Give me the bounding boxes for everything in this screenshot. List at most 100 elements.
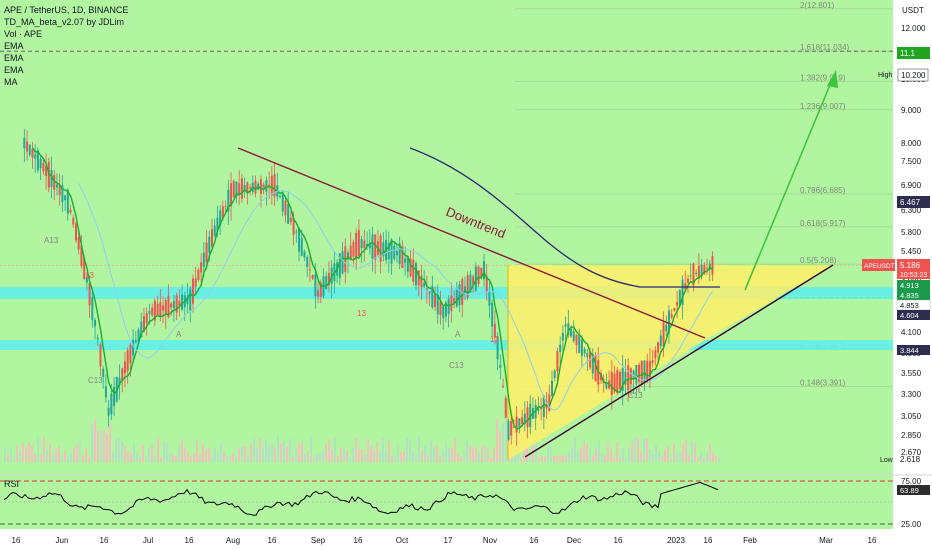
volume-bar [352, 447, 354, 462]
volume-bar [499, 431, 501, 462]
volume-bar [229, 456, 231, 462]
volume-bar [496, 419, 498, 462]
volume-bar [454, 438, 456, 462]
volume-bar [103, 430, 105, 462]
volume-bar [481, 445, 483, 462]
band-tag [897, 345, 930, 355]
ema-tag-1 [897, 280, 930, 290]
candle-body [640, 360, 643, 384]
legend-ema-3[interactable]: EMA [4, 65, 24, 75]
candle-body [243, 184, 246, 192]
rsi-value: 63.89 [900, 486, 919, 495]
candle-body [104, 386, 107, 398]
volume-bar [502, 423, 504, 462]
volume-bar [649, 449, 651, 462]
legend-title[interactable]: APE / TetherUS, 1D, BINANCE [4, 5, 129, 15]
volume-bar [715, 455, 717, 462]
candle-body [580, 339, 583, 356]
candle-body [706, 267, 709, 269]
candle-body [159, 301, 162, 316]
time-axis-label: Nov [483, 536, 497, 545]
candle-body [687, 278, 689, 283]
volume-bar [13, 456, 15, 462]
candle-body [474, 266, 477, 291]
legend-ma[interactable]: MA [4, 77, 18, 87]
volume-bar [661, 455, 663, 462]
candle-body [412, 259, 415, 282]
volume-bar [466, 440, 468, 462]
volume-bar [184, 447, 186, 462]
volume-bar [604, 455, 606, 462]
time-axis-label: 16 [530, 536, 539, 545]
volume-bar [673, 444, 675, 462]
volume-bar [331, 450, 333, 462]
volume-bar [463, 450, 465, 462]
volume-bar [58, 445, 60, 462]
volume-bar [262, 447, 264, 462]
volume-bar [316, 453, 318, 462]
volume-bar [61, 454, 63, 462]
candle-body [175, 295, 178, 313]
candle-body [113, 386, 116, 407]
volume-bar [64, 450, 66, 462]
candle-body [368, 243, 371, 249]
legend-vol[interactable]: Vol · APE [4, 29, 43, 39]
volume-bar [697, 457, 699, 462]
volume-bar [640, 451, 642, 462]
volume-bar [457, 452, 459, 462]
candle-body [387, 242, 390, 260]
legend-indicator[interactable]: TD_MA_beta_v2.07 by JDLim [4, 17, 125, 27]
volume-bar [406, 437, 408, 462]
volume-bar [73, 447, 75, 462]
time-axis-label: 16 [614, 536, 623, 545]
candle-body [646, 360, 649, 380]
legend-ema-1[interactable]: EMA [4, 41, 24, 51]
price-axis-tick: 5.800 [901, 228, 922, 237]
candle-body [507, 420, 510, 440]
volume-bar [145, 456, 147, 462]
volume-bar [562, 455, 564, 462]
volume-bar [130, 453, 132, 462]
candle-body [317, 290, 320, 297]
volume-bar [631, 441, 633, 462]
candle-body [235, 181, 238, 197]
volume-bar [166, 443, 168, 462]
volume-bar [112, 452, 114, 462]
price-axis-tick: 4.100 [901, 328, 922, 337]
volume-bar [694, 443, 696, 462]
candle-body [619, 371, 621, 389]
ma-tag-value: 6.467 [900, 198, 921, 207]
candle-body [404, 258, 407, 263]
volume-bar [529, 451, 531, 462]
volume-bar [595, 448, 597, 462]
volume-bar [217, 450, 219, 462]
candle-body [156, 303, 159, 316]
last-price-value: 5.186 [900, 261, 921, 270]
volume-bar [337, 456, 339, 462]
candle-body [477, 266, 480, 284]
candle-body [262, 184, 265, 188]
main-pane-background [0, 0, 893, 475]
volume-bar [700, 451, 702, 462]
legend-ema-2[interactable]: EMA [4, 53, 24, 63]
volume-bar [598, 440, 600, 462]
volume-bar [418, 436, 420, 462]
price-axis-tick: 9.000 [901, 106, 922, 115]
candle-body [463, 286, 466, 292]
volume-bar [25, 447, 27, 462]
countdown-value: 10:53:23 [900, 272, 927, 279]
candle-body [134, 340, 137, 343]
candle-body [453, 298, 456, 303]
volume-bar [55, 448, 57, 462]
rsi-label[interactable]: RSI [4, 479, 20, 489]
td-count-c13: C13 [628, 391, 643, 400]
volume-bar [580, 447, 582, 462]
candle-body [200, 262, 203, 273]
candle-body [227, 189, 230, 212]
volume-bar [127, 450, 129, 462]
candle-body [379, 235, 382, 262]
candle-body [39, 159, 42, 169]
last-price-tag [897, 259, 930, 279]
